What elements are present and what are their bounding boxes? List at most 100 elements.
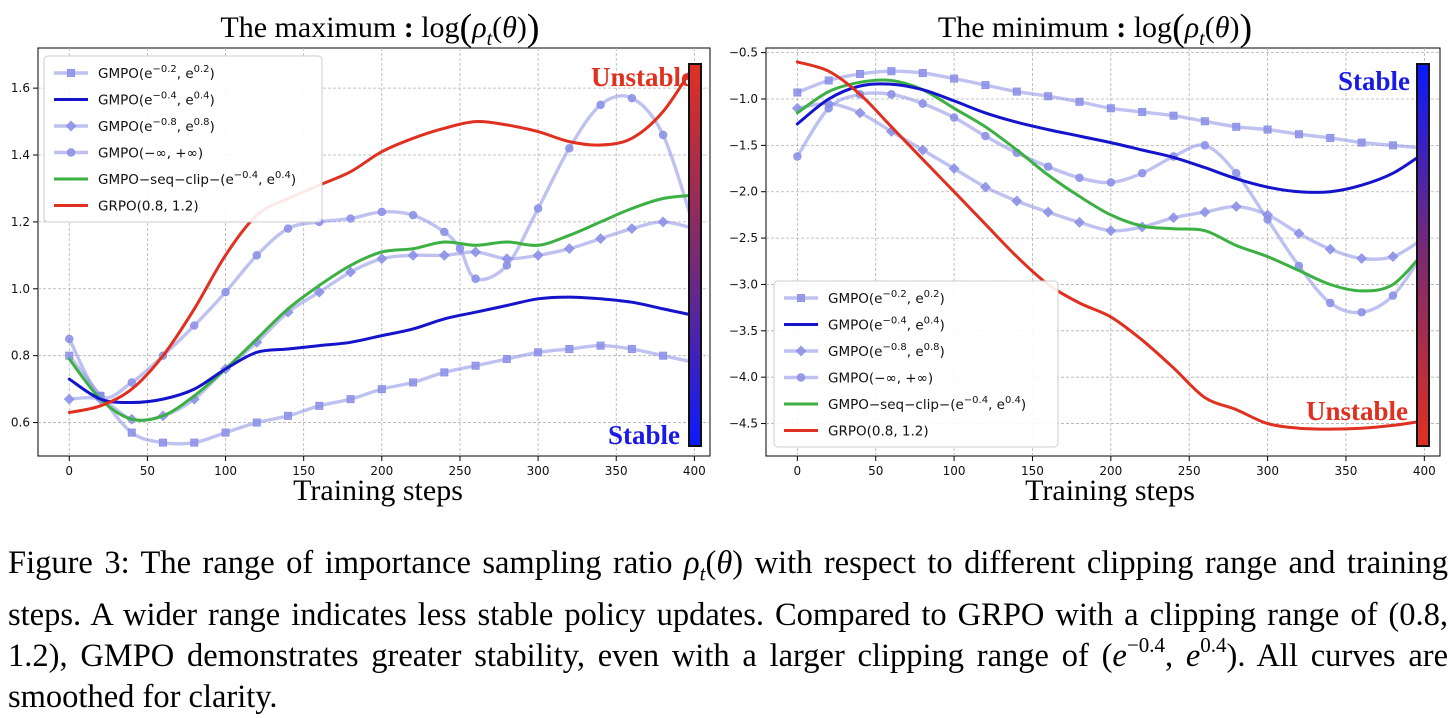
y-tick-label: −3.5 xyxy=(729,324,758,338)
data-point xyxy=(315,401,324,410)
legend-label: GMPO(−∞, +∞) xyxy=(98,146,203,162)
data-point xyxy=(981,81,990,90)
data-point xyxy=(159,438,168,447)
legend-item: GRPO(0.8, 1.2) xyxy=(54,199,199,215)
series-line xyxy=(67,193,696,422)
x-tick-label: 250 xyxy=(449,464,472,478)
x-tick-label: 100 xyxy=(214,464,237,478)
colorbar xyxy=(1416,63,1430,447)
data-point xyxy=(1138,107,1147,116)
data-point xyxy=(502,355,511,364)
data-point xyxy=(1357,138,1366,147)
x-tick-label: 0 xyxy=(65,464,73,478)
data-point xyxy=(346,395,355,404)
data-point xyxy=(595,233,606,244)
x-tick-label: 300 xyxy=(527,464,550,478)
x-tick-label: 250 xyxy=(1178,464,1201,478)
legend-item: GMPO(e−0.8, e0.8) xyxy=(784,342,945,360)
legend-box xyxy=(43,55,323,223)
legend-label: GRPO(0.8, 1.2) xyxy=(98,199,199,215)
legend-label: GMPO−seq−clip−(e−0.4, e0.4) xyxy=(828,395,1026,413)
data-point xyxy=(626,223,638,234)
caption-text-2: with respect to different clipping range… xyxy=(8,545,1448,674)
y-tick-label: −4.5 xyxy=(729,417,758,431)
data-point xyxy=(127,378,136,387)
x-axis-label: Training steps xyxy=(293,474,463,507)
y-tick-label: −1.5 xyxy=(729,138,758,152)
series-0 xyxy=(65,341,699,447)
x-tick-label: 0 xyxy=(794,464,802,478)
data-point xyxy=(533,204,543,213)
y-tick-label: 1.6 xyxy=(11,81,30,95)
data-point xyxy=(190,438,199,447)
data-point xyxy=(1388,141,1397,150)
y-tick-label: 1.0 xyxy=(11,282,30,296)
legend-label: GMPO−seq−clip−(e−0.4, e0.4) xyxy=(98,170,296,188)
legend: GMPO(e−0.2, e0.2) GMPO(e−0.4, e0.4) GMPO(e… xyxy=(773,280,1059,448)
legend-item: GMPO(e−0.4, e0.4) xyxy=(54,91,215,109)
y-tick-label: 0.8 xyxy=(11,349,30,363)
series-1 xyxy=(795,82,1426,194)
data-point xyxy=(1200,141,1210,150)
x-tick-label: 350 xyxy=(605,464,628,478)
data-point xyxy=(917,144,929,156)
data-point xyxy=(596,100,605,110)
data-point xyxy=(1012,87,1021,96)
data-point xyxy=(284,411,293,420)
data-point xyxy=(1106,178,1116,187)
legend-marker xyxy=(795,345,807,357)
legend-label: GMPO(e−0.2, e0.2) xyxy=(98,64,215,82)
x-tick-label: 150 xyxy=(1021,464,1044,478)
series-line xyxy=(795,78,1426,293)
y-tick-label: 0.6 xyxy=(11,416,30,430)
x-tick-label: 50 xyxy=(140,464,155,478)
x-tick-label: 400 xyxy=(683,464,706,478)
legend-marker xyxy=(66,148,76,157)
data-point xyxy=(824,76,833,85)
data-point xyxy=(1075,173,1084,183)
data-point xyxy=(1294,130,1303,139)
chart-maximum: The maximum : log(ρt(θ)) 0 50 100 150 200 250… xyxy=(11,7,711,507)
chart-title: The minimum : log(ρt(θ)) xyxy=(938,7,1252,50)
x-tick-label: 200 xyxy=(370,464,393,478)
x-tick-label: 350 xyxy=(1335,464,1358,478)
data-point xyxy=(918,69,927,78)
data-point xyxy=(887,90,896,99)
legend-label: GMPO(e−0.4, e0.4) xyxy=(828,316,945,334)
data-point xyxy=(532,249,544,261)
series-line xyxy=(67,295,696,405)
series-3 xyxy=(793,90,1429,317)
data-point xyxy=(1169,111,1178,120)
legend-label: GMPO(e−0.2, e0.2) xyxy=(828,289,945,307)
data-point xyxy=(440,368,449,377)
data-point xyxy=(1074,216,1085,228)
data-point xyxy=(627,93,637,103)
x-tick-label: 200 xyxy=(1099,464,1122,478)
data-point xyxy=(563,243,575,255)
legend-marker xyxy=(65,120,77,132)
series-line xyxy=(67,63,696,414)
series-line xyxy=(795,82,1426,194)
data-point xyxy=(793,152,802,161)
annotation-unstable: Unstable xyxy=(1306,396,1408,426)
data-point xyxy=(1106,104,1115,113)
legend: GMPO(e−0.2, e0.2) GMPO(e−0.4, e0.4) GMPO(e… xyxy=(43,55,323,223)
data-point xyxy=(981,131,990,141)
legend-item: GMPO−seq−clip−(e−0.4, e0.4) xyxy=(54,170,296,188)
chart-title: The maximum : log(ρt(θ)) xyxy=(220,7,539,50)
legend-item: GMPO(−∞, +∞) xyxy=(784,371,933,387)
data-point xyxy=(313,286,325,298)
annotation-stable: Stable xyxy=(1338,66,1410,96)
data-point xyxy=(407,249,419,261)
data-point xyxy=(377,385,386,394)
annotation-stable: Stable xyxy=(608,420,680,450)
data-point xyxy=(1326,298,1335,308)
x-axis-ticks: 0 50 100 150 200 250 300 350 400 xyxy=(65,456,706,478)
series-5 xyxy=(67,63,696,414)
data-point xyxy=(377,207,387,217)
data-point xyxy=(856,69,865,78)
data-point xyxy=(1326,133,1335,142)
data-point xyxy=(980,181,991,193)
data-point xyxy=(1388,291,1398,300)
series-layer xyxy=(791,60,1430,431)
